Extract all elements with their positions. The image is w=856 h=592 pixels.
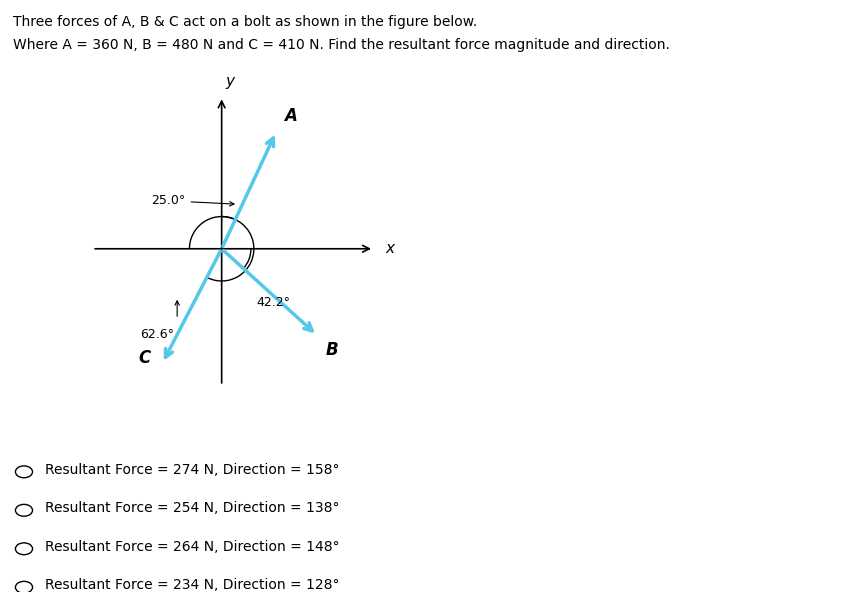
- Text: A: A: [284, 107, 297, 125]
- Text: Resultant Force = 254 N, Direction = 138°: Resultant Force = 254 N, Direction = 138…: [45, 501, 339, 515]
- Text: 42.2°: 42.2°: [257, 295, 291, 308]
- Text: C: C: [139, 349, 151, 368]
- Text: Resultant Force = 264 N, Direction = 148°: Resultant Force = 264 N, Direction = 148…: [45, 539, 339, 554]
- Text: 62.6°: 62.6°: [140, 329, 175, 342]
- Text: Three forces of A, B & C act on a bolt as shown in the figure below.: Three forces of A, B & C act on a bolt a…: [13, 15, 477, 29]
- Text: 25.0°: 25.0°: [152, 194, 234, 207]
- Text: B: B: [325, 341, 338, 359]
- Text: x: x: [386, 242, 395, 256]
- Text: Resultant Force = 274 N, Direction = 158°: Resultant Force = 274 N, Direction = 158…: [45, 462, 339, 477]
- Text: y: y: [225, 75, 235, 89]
- Text: Where A = 360 N, B = 480 N and C = 410 N. Find the resultant force magnitude and: Where A = 360 N, B = 480 N and C = 410 N…: [13, 38, 669, 53]
- Text: Resultant Force = 234 N, Direction = 128°: Resultant Force = 234 N, Direction = 128…: [45, 578, 339, 592]
